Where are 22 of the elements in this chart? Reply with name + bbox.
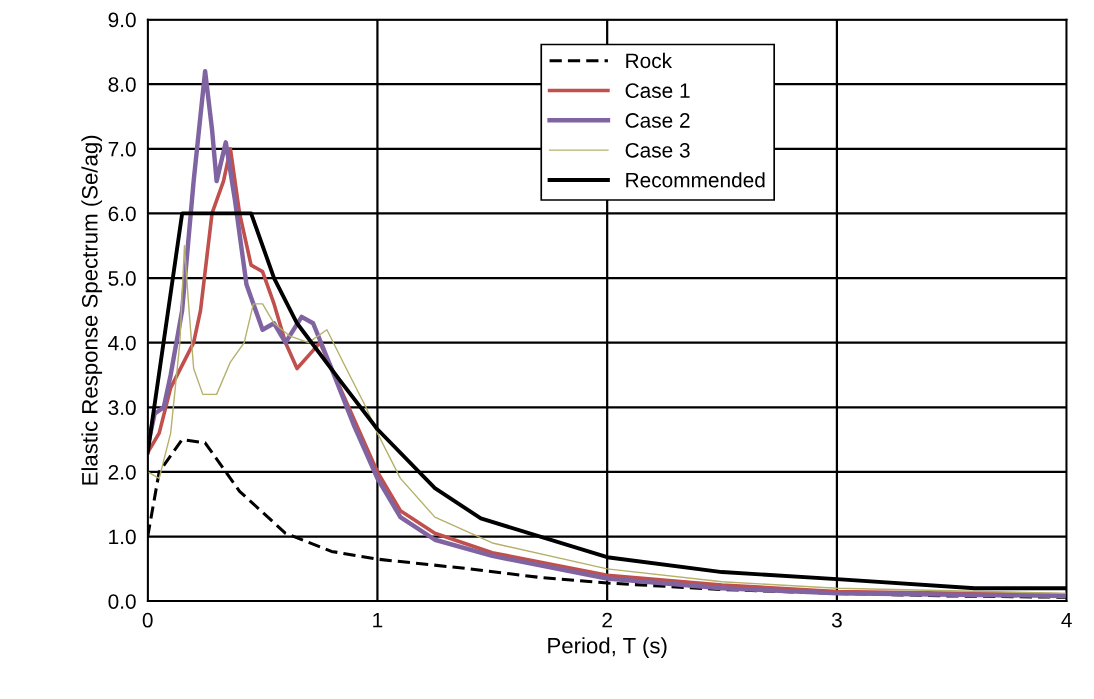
y-axis-title: Elastic Response Spectrum (Se/ag) (81, 135, 103, 485)
legend-label: Case 3 (625, 142, 690, 158)
y-tick-label: 0.0 (108, 594, 136, 609)
legend-label: Case 2 (625, 113, 690, 128)
x-tick-label: 2 (602, 612, 612, 628)
legend-label: Case 1 (625, 83, 690, 98)
y-tick-label: 4.0 (108, 335, 136, 351)
y-tick-label: 7.0 (108, 141, 136, 157)
x-axis-title: Period, T (s) (548, 637, 667, 658)
legend-label: Rock (626, 52, 673, 69)
y-tick-label: 8.0 (108, 77, 136, 92)
y-tick-label: 6.0 (108, 206, 136, 222)
y-tick-label: 3.0 (108, 400, 136, 416)
y-tick-label: 2.0 (108, 464, 136, 480)
x-tick-label: 3 (831, 612, 842, 628)
y-tick-label: 5.0 (108, 271, 136, 286)
x-tick-label: 4 (1061, 613, 1072, 628)
y-tick-label: 1.0 (109, 529, 136, 545)
x-tick-label: 0 (142, 612, 153, 628)
legend-label: Recommended (626, 172, 765, 188)
y-tick-label: 9.0 (108, 12, 136, 28)
x-tick-label: 1 (373, 613, 383, 628)
